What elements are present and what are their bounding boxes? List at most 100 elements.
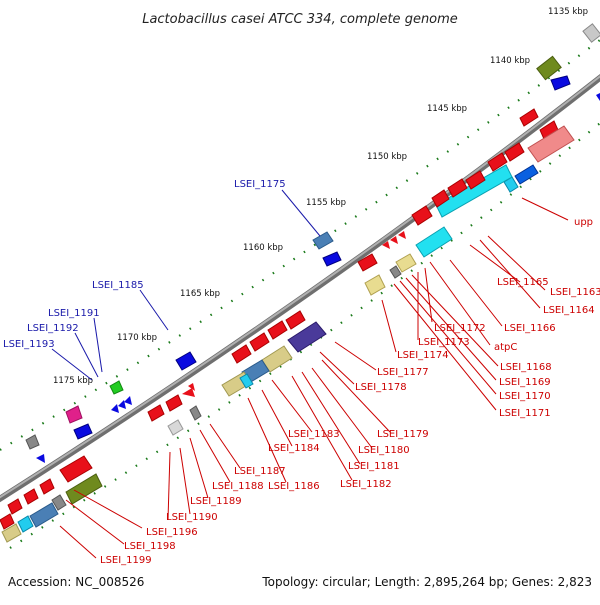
gene-label[interactable]: LSEI_1191 bbox=[48, 308, 100, 319]
forward-strand-genes bbox=[0, 108, 575, 543]
gene-arrow bbox=[285, 310, 306, 330]
forward-gene-labels: upp LSEI_1163 LSEI_1164 LSEI_1165 LSEI_1… bbox=[100, 217, 600, 566]
accession-text: Accession: NC_008526 bbox=[8, 575, 144, 589]
gene-arrow bbox=[249, 332, 270, 352]
gene-block bbox=[65, 473, 103, 505]
gene-block bbox=[189, 405, 202, 421]
gene-label[interactable]: LSEI_1192 bbox=[27, 323, 79, 334]
gene-label[interactable]: LSEI_1169 bbox=[499, 377, 551, 388]
gene-label[interactable]: LSEI_1163 bbox=[550, 287, 600, 298]
forward-leaders bbox=[59, 197, 569, 559]
gene-label[interactable]: LSEI_1188 bbox=[212, 481, 264, 492]
gene-label[interactable]: LSEI_1174 bbox=[397, 350, 449, 361]
tick-label: 1135 kbp bbox=[548, 7, 588, 17]
gene-arrow bbox=[504, 142, 525, 162]
gene-block bbox=[1, 523, 22, 543]
gene-block bbox=[287, 321, 327, 353]
gene-label[interactable]: LSEI_1184 bbox=[268, 443, 320, 454]
tick-label: 1165 kbp bbox=[180, 289, 220, 299]
gene-block bbox=[389, 265, 402, 279]
gene-arrow bbox=[7, 498, 23, 515]
gene-label[interactable]: LSEI_1193 bbox=[3, 339, 55, 350]
gene-arrow bbox=[118, 400, 126, 409]
gene-block bbox=[29, 502, 59, 528]
gene-arrow bbox=[36, 454, 45, 463]
gene-label[interactable]: LSEI_1189 bbox=[190, 496, 242, 507]
gene-arrow bbox=[39, 478, 55, 495]
reverse-strand-genes bbox=[25, 23, 600, 463]
gene-block bbox=[51, 494, 67, 511]
gene-label[interactable]: LSEI_1190 bbox=[166, 512, 218, 523]
gene-label[interactable]: LSEI_1165 bbox=[497, 277, 549, 288]
gene-arrow bbox=[596, 93, 600, 101]
gene-label[interactable]: LSEI_1172 bbox=[434, 323, 486, 334]
gene-arrow bbox=[322, 251, 342, 267]
gene-arrow bbox=[165, 394, 183, 412]
gene-arrow bbox=[23, 488, 39, 505]
gene-arrow bbox=[411, 205, 433, 226]
gene-label[interactable]: LSEI_1185 bbox=[92, 280, 144, 291]
map-title: Lactobacillus casei ATCC 334, complete g… bbox=[142, 12, 458, 27]
gene-label[interactable]: upp bbox=[574, 217, 593, 228]
gene-block bbox=[395, 253, 417, 273]
reverse-leaders bbox=[51, 189, 321, 381]
gene-block bbox=[239, 373, 254, 389]
gene-block bbox=[109, 380, 124, 395]
tick-label: 1160 kbp bbox=[243, 243, 283, 253]
gene-label[interactable]: LSEI_1198 bbox=[124, 541, 176, 552]
tick-track-outer bbox=[0, 39, 600, 451]
gene-label[interactable]: LSEI_1168 bbox=[500, 362, 552, 373]
tick-label: 1150 kbp bbox=[367, 152, 407, 162]
gene-block bbox=[582, 23, 600, 43]
gene-arrow bbox=[175, 351, 197, 371]
gene-label[interactable]: LSEI_1199 bbox=[100, 555, 152, 566]
gene-label[interactable]: LSEI_1183 bbox=[288, 429, 340, 440]
gene-label[interactable]: LSEI_1182 bbox=[340, 479, 392, 490]
gene-block bbox=[65, 405, 83, 424]
gene-arrow bbox=[231, 344, 252, 364]
tick-labels: 1135 kbp 1140 kbp 1145 kbp 1150 kbp 1155… bbox=[53, 7, 588, 386]
gene-block bbox=[536, 55, 562, 81]
gene-arrow bbox=[182, 388, 195, 397]
gene-label[interactable]: LSEI_1187 bbox=[234, 466, 286, 477]
gene-block bbox=[415, 226, 453, 258]
gene-label[interactable]: LSEI_1166 bbox=[504, 323, 556, 334]
gene-label[interactable]: atpC bbox=[494, 342, 517, 353]
gene-label[interactable]: LSEI_1178 bbox=[355, 382, 407, 393]
gene-label[interactable]: LSEI_1186 bbox=[268, 481, 320, 492]
gene-arrow bbox=[519, 108, 539, 127]
gene-arrow bbox=[382, 241, 390, 249]
tick-label: 1155 kbp bbox=[306, 198, 346, 208]
gene-label[interactable]: LSEI_1173 bbox=[418, 337, 470, 348]
gene-arrow bbox=[73, 423, 93, 440]
gene-arrow bbox=[465, 170, 486, 190]
gene-arrow bbox=[0, 513, 15, 530]
gene-label[interactable]: LSEI_1171 bbox=[499, 408, 551, 419]
gene-block bbox=[17, 515, 34, 533]
gene-block bbox=[312, 231, 334, 250]
gene-label[interactable]: LSEI_1180 bbox=[358, 445, 410, 456]
tick-label: 1175 kbp bbox=[53, 376, 93, 386]
gene-arrow bbox=[398, 231, 406, 239]
gene-arrow bbox=[447, 178, 468, 198]
gene-label[interactable]: LSEI_1170 bbox=[499, 391, 551, 402]
gene-label[interactable]: LSEI_1177 bbox=[377, 367, 429, 378]
tick-label: 1140 kbp bbox=[490, 56, 530, 66]
gene-label[interactable]: LSEI_1181 bbox=[348, 461, 400, 472]
gene-arrow bbox=[147, 404, 165, 422]
gene-arrow bbox=[59, 455, 93, 483]
gene-block bbox=[167, 419, 184, 436]
gene-arrow bbox=[550, 75, 571, 91]
gene-label[interactable]: LSEI_1164 bbox=[543, 305, 595, 316]
reverse-gene-labels: LSEI_1175 LSEI_1185 LSEI_1191 LSEI_1192 … bbox=[3, 179, 286, 350]
gene-label[interactable]: LSEI_1179 bbox=[377, 429, 429, 440]
gene-arrow bbox=[111, 404, 119, 413]
gene-arrow bbox=[390, 236, 398, 244]
gene-arrow bbox=[124, 396, 132, 405]
gene-arrow bbox=[431, 189, 450, 208]
gene-label[interactable]: LSEI_1196 bbox=[146, 527, 198, 538]
gene-arrow bbox=[487, 152, 508, 172]
gene-label[interactable]: LSEI_1175 bbox=[234, 179, 286, 190]
gene-block bbox=[364, 274, 386, 296]
